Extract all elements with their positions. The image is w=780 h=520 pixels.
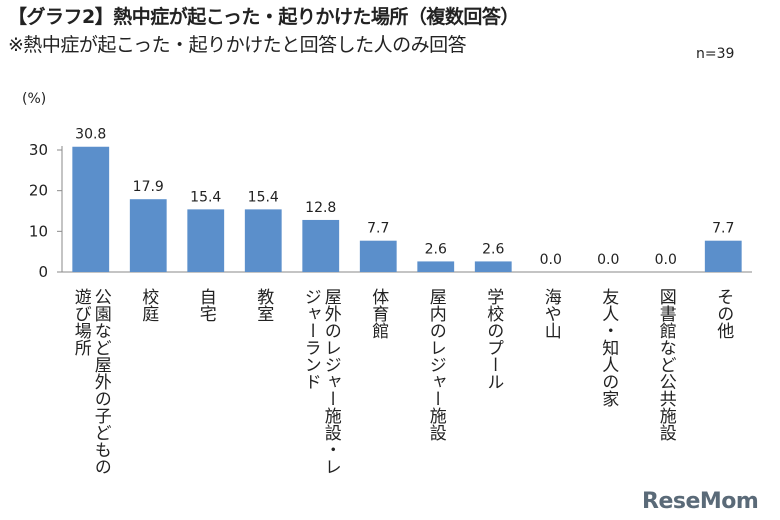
x-category-label: 公園など屋外の子どもの — [91, 288, 112, 475]
bar-value-label: 15.4 — [190, 189, 221, 205]
x-category-label: ジャーランド — [301, 288, 321, 390]
x-category-label: 屋内のレジャー施設 — [426, 288, 447, 441]
logo-text: ReseMom — [642, 489, 758, 514]
sample-size-label: n=39 — [696, 46, 735, 62]
bar-value-label: 0.0 — [655, 252, 677, 268]
x-category-label: 屋外のレジャー施設・レ — [321, 288, 342, 475]
x-category-label: 体育館 — [368, 288, 389, 339]
x-category-label: その他 — [713, 288, 734, 339]
bar — [474, 261, 512, 272]
bar-value-label: 0.0 — [597, 252, 619, 268]
bar — [187, 209, 225, 272]
x-category-label: 自宅 — [196, 288, 217, 322]
bar-value-label: 0.0 — [540, 252, 562, 268]
bar — [129, 199, 167, 272]
bar — [704, 240, 742, 272]
x-category-label: 教室 — [253, 288, 274, 322]
bar-value-label: 17.9 — [133, 179, 164, 195]
x-category-label: 図書館など公共施設 — [656, 288, 677, 441]
y-tick-label: 10 — [29, 222, 48, 240]
y-tick-label: 30 — [29, 141, 48, 159]
bar-value-label: 30.8 — [75, 127, 106, 143]
x-category-label: 遊び場所 — [71, 288, 92, 356]
y-tick-label: 20 — [29, 182, 48, 200]
bar-value-label: 7.7 — [712, 221, 734, 237]
bar — [417, 261, 455, 272]
bar-value-label: 2.6 — [482, 241, 504, 257]
y-tick-label: 0 — [38, 263, 48, 281]
chart-subtitle: ※熱中症が起こった・起りかけたと回答した人のみ回答 — [8, 34, 467, 56]
bar-value-label: 15.4 — [248, 189, 279, 205]
bar — [302, 219, 340, 272]
bar-value-label: 2.6 — [425, 241, 447, 257]
x-category-label: 海や山 — [541, 288, 562, 339]
x-category-label: 校庭 — [138, 288, 159, 322]
x-category-label: 友人・知人の家 — [598, 288, 619, 407]
bar — [244, 209, 282, 272]
y-axis-unit-label: (%) — [22, 91, 47, 107]
bar — [72, 146, 110, 272]
bar — [359, 240, 397, 272]
resemom-logo: ReseMom — [642, 489, 759, 514]
bar-value-label: 12.8 — [305, 200, 336, 216]
bar-value-label: 7.7 — [367, 221, 389, 237]
x-category-label: 学校のプール — [483, 288, 504, 390]
chart-title: 【グラフ2】熱中症が起こった・起りかけた場所（複数回答） — [8, 6, 519, 28]
